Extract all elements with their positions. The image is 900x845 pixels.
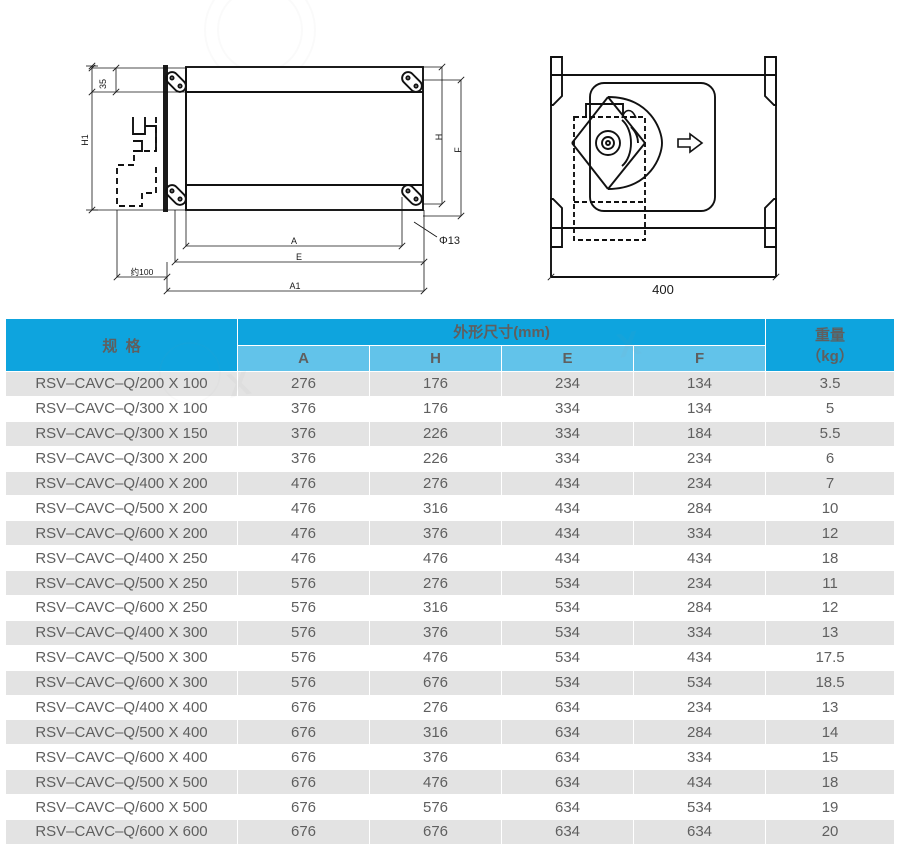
svg-text:H: H	[434, 134, 444, 141]
svg-text:Φ13: Φ13	[439, 235, 460, 247]
svg-text:A: A	[291, 236, 297, 246]
svg-text:H1: H1	[80, 134, 90, 146]
svg-text:35: 35	[98, 79, 108, 89]
svg-text:400: 400	[652, 282, 674, 297]
svg-text:F: F	[453, 147, 463, 153]
svg-text:约100: 约100	[131, 267, 154, 277]
svg-text:E: E	[296, 252, 302, 262]
svg-text:A1: A1	[289, 281, 300, 291]
